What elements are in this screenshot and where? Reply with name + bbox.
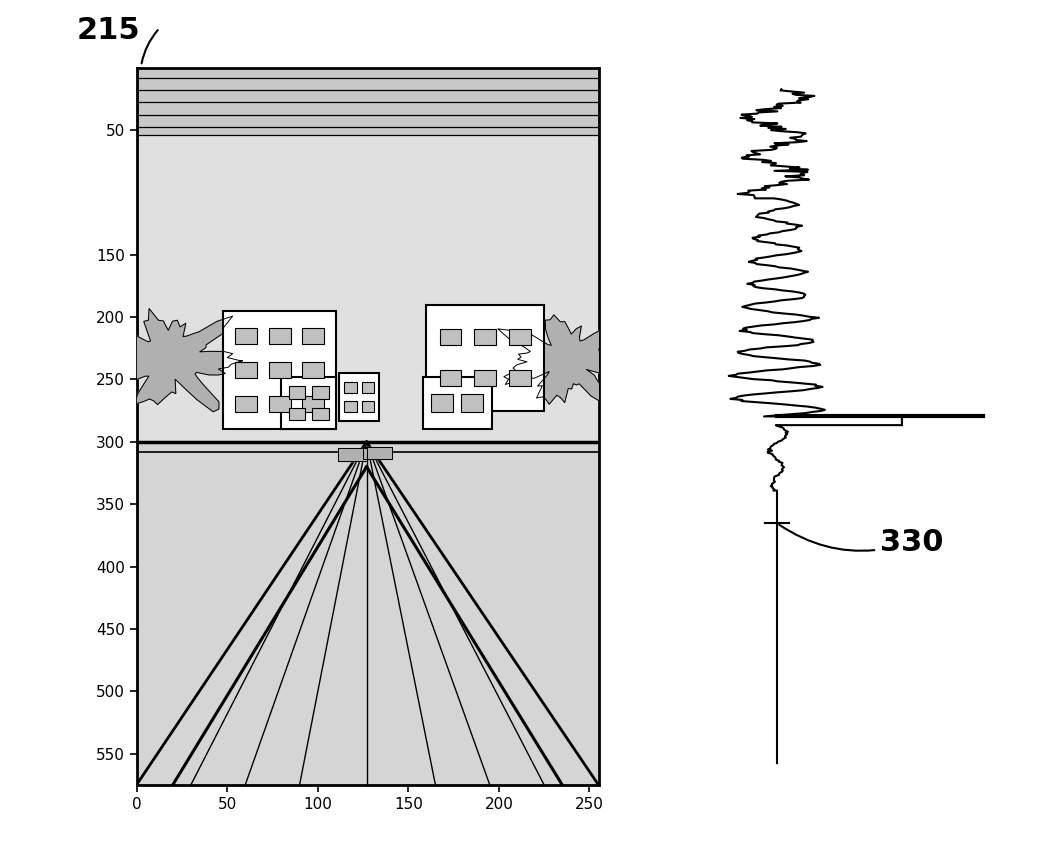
- Bar: [312, 386, 329, 398]
- Bar: [302, 396, 324, 412]
- Bar: [235, 328, 257, 344]
- Bar: [426, 305, 544, 411]
- Bar: [344, 381, 357, 392]
- Bar: [302, 362, 324, 378]
- Bar: [269, 362, 291, 378]
- Bar: [423, 377, 491, 430]
- Polygon shape: [498, 315, 634, 405]
- Bar: [440, 329, 461, 345]
- Polygon shape: [363, 446, 392, 459]
- Bar: [269, 396, 291, 412]
- Bar: [509, 329, 531, 345]
- Bar: [509, 370, 531, 386]
- Bar: [475, 329, 497, 345]
- Bar: [475, 370, 497, 386]
- Bar: [289, 386, 304, 398]
- Bar: [302, 328, 324, 344]
- Polygon shape: [102, 309, 243, 412]
- Bar: [432, 394, 453, 412]
- Bar: [339, 373, 379, 420]
- Bar: [281, 377, 336, 430]
- Bar: [461, 394, 483, 412]
- Bar: [440, 370, 461, 386]
- Bar: [312, 408, 329, 420]
- Text: 215: 215: [77, 16, 140, 45]
- Bar: [344, 401, 357, 412]
- Bar: [235, 396, 257, 412]
- Bar: [269, 328, 291, 344]
- Bar: [362, 401, 375, 412]
- Polygon shape: [338, 448, 366, 461]
- Bar: [289, 408, 304, 420]
- Bar: [362, 381, 375, 392]
- Bar: [224, 311, 336, 430]
- Text: 330: 330: [779, 525, 943, 556]
- Bar: [235, 362, 257, 378]
